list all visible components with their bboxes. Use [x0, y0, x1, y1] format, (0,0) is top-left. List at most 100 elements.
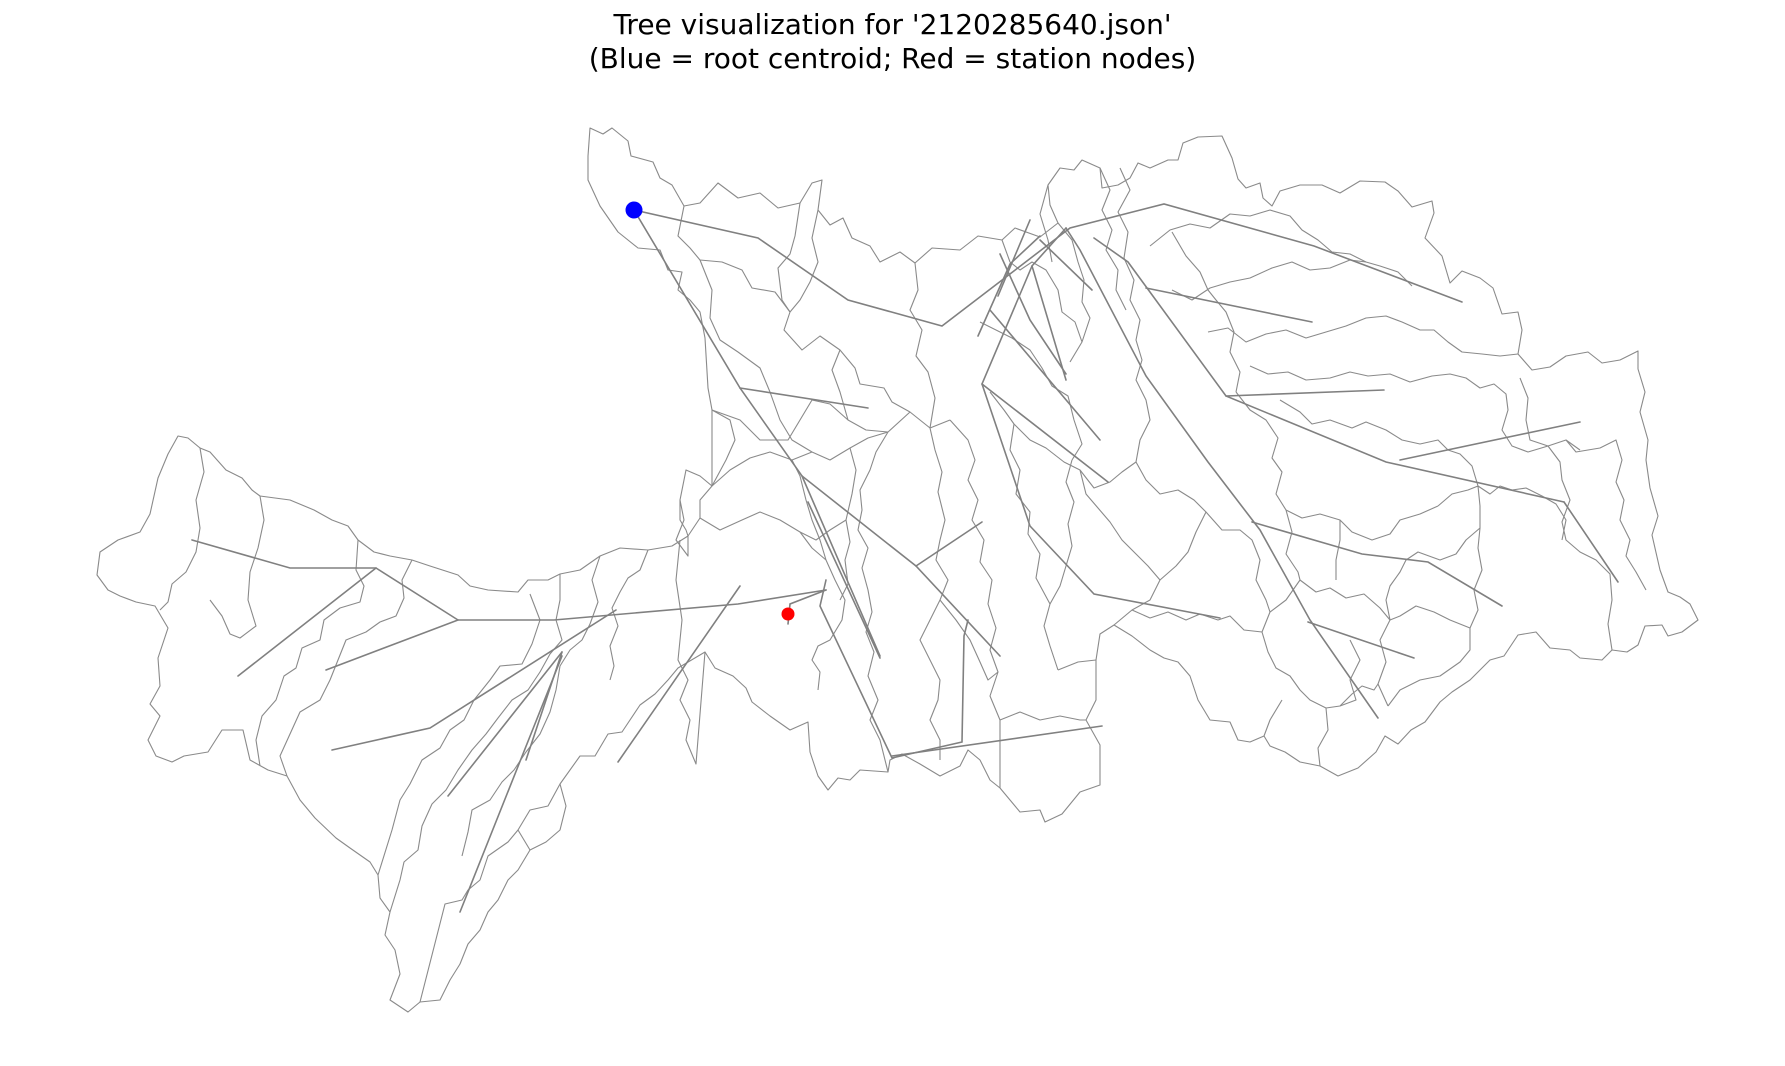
subbasin-boundary — [419, 783, 567, 1003]
subbasin-boundary — [1113, 461, 1207, 626]
subbasin-boundary — [377, 593, 541, 876]
tree-edge — [191, 539, 827, 621]
subbasin-boundary — [517, 829, 531, 851]
subbasin-boundary — [1009, 423, 1051, 605]
subbasin-boundary — [1207, 315, 1519, 357]
sub-basin-boundaries — [96, 127, 1699, 1013]
subbasin-boundary — [699, 259, 911, 461]
subbasin-boundary — [1339, 639, 1361, 707]
tree-edge — [999, 253, 1067, 375]
subbasin-boundary — [1171, 231, 1241, 393]
subbasin-boundary — [777, 202, 801, 313]
subbasin-boundary — [389, 574, 563, 913]
tree-edge — [633, 209, 1001, 657]
subbasin-boundary — [949, 419, 1001, 788]
subbasin-boundary — [1263, 699, 1283, 737]
subbasin-boundary — [1477, 485, 1567, 541]
subbasin-boundary — [1001, 239, 1083, 343]
subbasin-boundary — [1057, 659, 1097, 671]
tree-edge — [977, 235, 1041, 337]
tree-edge — [1039, 239, 1093, 291]
subbasin-boundary — [1117, 167, 1151, 463]
tree-edge — [447, 651, 563, 797]
tree-edge — [819, 579, 969, 759]
tree-edge — [801, 475, 881, 657]
tree-edge — [459, 655, 563, 913]
subbasin-boundary — [1043, 459, 1075, 671]
subbasin-boundary — [1279, 399, 1479, 487]
subbasin-boundary — [999, 711, 1086, 721]
subbasin-boundary — [919, 427, 949, 760]
subbasin-boundary — [1171, 259, 1367, 301]
figure-title: Tree visualization for '2120285640.json'… — [0, 8, 1785, 76]
subbasin-boundary — [909, 262, 936, 429]
tree-edge — [237, 567, 377, 677]
subbasin-boundary — [1235, 391, 1439, 541]
title-line-2: (Blue = root centroid; Red = station nod… — [588, 42, 1197, 75]
subbasin-boundary — [1519, 377, 1549, 447]
tree-edge — [1065, 227, 1379, 719]
tree-edge — [1225, 389, 1385, 397]
tree-edge — [331, 609, 617, 751]
subbasin-boundary — [979, 321, 1083, 461]
subbasin-boundary — [1039, 184, 1053, 263]
subbasin-boundary — [699, 511, 846, 691]
tree-edge — [325, 619, 459, 671]
subbasin-boundary — [711, 409, 736, 487]
subbasin-boundary — [159, 447, 205, 611]
subbasin-boundary — [1377, 485, 1481, 707]
tree-edge — [981, 383, 1221, 619]
subbasin-boundary — [857, 431, 889, 773]
subbasin-boundary — [461, 555, 601, 857]
subbasin-boundary — [1565, 439, 1647, 591]
subbasin-boundary — [1099, 167, 1127, 311]
subbasin-boundary — [1389, 605, 1471, 629]
subbasin-boundary — [711, 451, 813, 487]
tree-edge — [1399, 421, 1581, 461]
tree-edge — [997, 219, 1031, 297]
tree-edge — [739, 387, 869, 409]
subbasin-boundary — [711, 399, 889, 441]
tree-edge — [1563, 501, 1619, 583]
subbasin-boundary — [831, 349, 849, 421]
tree-edge — [1251, 521, 1503, 607]
subbasin-boundary — [209, 495, 265, 639]
subbasin-boundary — [255, 539, 365, 767]
subbasin-boundary — [675, 539, 706, 765]
watershed-outline — [96, 127, 1699, 1013]
subbasin-boundary — [1317, 707, 1329, 767]
tree-nodes — [625, 201, 795, 621]
title-line-1: Tree visualization for '2120285640.json' — [613, 8, 1172, 41]
tree-edge — [1307, 621, 1415, 659]
root-centroid-node — [625, 201, 643, 219]
subbasin-boundary — [1205, 511, 1271, 613]
subbasin-boundary — [1387, 527, 1483, 707]
subbasin-boundary — [1547, 445, 1613, 651]
tree-edge — [617, 585, 741, 763]
subbasin-boundary — [989, 391, 1137, 489]
subbasin-boundary — [1079, 469, 1161, 581]
subbasin-boundary — [1249, 365, 1581, 453]
subbasin-boundary — [1149, 209, 1413, 287]
subbasin-boundary — [1057, 222, 1091, 363]
tree-edge — [807, 501, 881, 659]
subbasin-boundary — [1261, 509, 1379, 709]
tree-edge — [989, 309, 1101, 441]
subbasin-boundary — [1335, 520, 1341, 580]
subbasin-boundary — [679, 500, 689, 537]
subbasin-boundary — [677, 205, 951, 429]
tree-edge — [1145, 287, 1313, 323]
subbasin-boundary — [1299, 579, 1391, 621]
subbasin-boundary — [675, 469, 713, 557]
subbasin-boundary — [791, 459, 827, 561]
subbasin-boundary — [279, 559, 413, 777]
subbasin-boundary — [789, 209, 819, 313]
tree-edge — [1093, 237, 1565, 503]
station-node — [781, 607, 795, 621]
subbasin-boundary — [939, 599, 999, 681]
tree-edges — [191, 203, 1619, 913]
subbasin-boundary — [609, 549, 649, 681]
tree-edge — [891, 725, 1103, 757]
tree-edge — [915, 521, 983, 567]
